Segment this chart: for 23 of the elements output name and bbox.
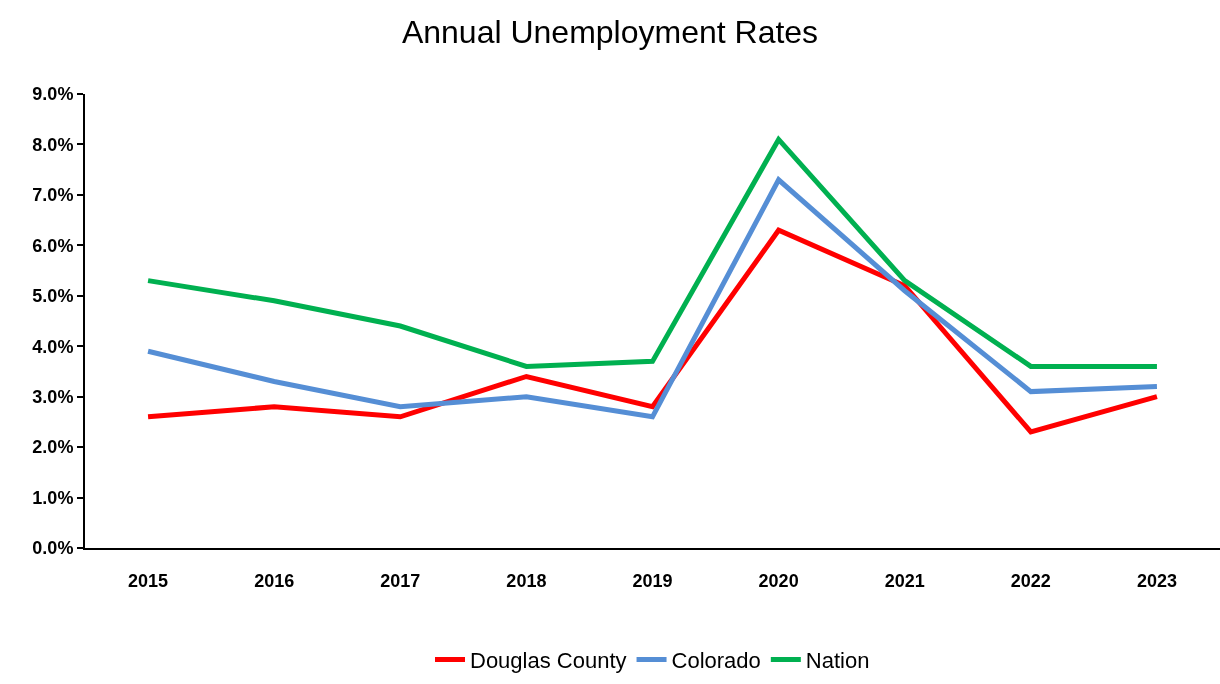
y-tick-label: 4.0%	[32, 336, 74, 357]
y-tick-label: 7.0%	[32, 185, 74, 206]
x-tick-label: 2019	[632, 570, 673, 591]
legend-label: Nation	[805, 648, 870, 674]
y-tick-label: 2.0%	[32, 437, 74, 458]
y-tick-label: 5.0%	[32, 286, 74, 307]
legend-label: Colorado	[671, 648, 761, 674]
x-tick-label: 2015	[128, 570, 169, 591]
legend-label: Douglas County	[470, 648, 627, 674]
y-tick-label: 1.0%	[32, 487, 74, 508]
chart-title: Annual Unemployment Rates	[401, 13, 819, 50]
x-tick-label: 2018	[506, 570, 547, 591]
x-tick-label: 2022	[1010, 570, 1051, 591]
x-tick-label: 2021	[884, 570, 925, 591]
x-tick-label: 2020	[758, 570, 799, 591]
y-tick-label: 6.0%	[32, 235, 74, 256]
y-tick-label: 8.0%	[32, 134, 74, 155]
x-tick-label: 2023	[1136, 570, 1177, 591]
y-tick-label: 3.0%	[32, 386, 74, 407]
y-tick-label: 9.0%	[32, 84, 74, 105]
x-tick-label: 2016	[254, 570, 295, 591]
y-tick-label: 0.0%	[32, 538, 74, 559]
x-tick-label: 2017	[380, 570, 421, 591]
